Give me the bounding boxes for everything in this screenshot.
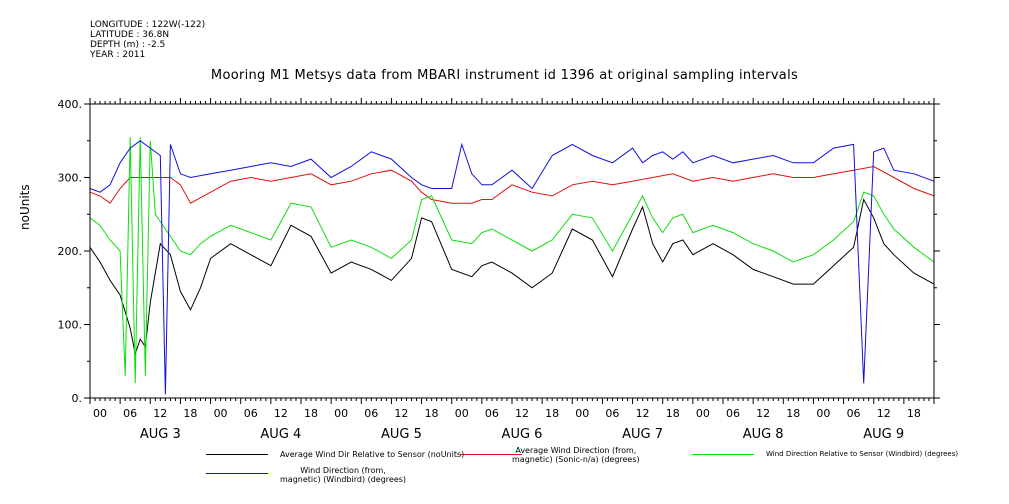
y-tick-label: 0. (72, 392, 83, 405)
x-hour-label: 00 (575, 407, 589, 420)
depth-text: DEPTH (m) : -2.5 (90, 40, 166, 50)
x-hour-label: 12 (394, 407, 408, 420)
y-tick-label: 100. (58, 319, 83, 332)
x-hour-label: 18 (786, 407, 800, 420)
legend-swatch-black (206, 454, 268, 455)
legend-text-4b: magnetic) (Windbird) (degrees) (280, 475, 407, 484)
x-day-label: AUG 5 (381, 427, 422, 442)
x-hour-label: 06 (726, 407, 740, 420)
legend-item-windbird-direction: Wind Direction (from, magnetic) (Windbir… (280, 466, 406, 484)
x-day-label: AUG 3 (140, 427, 181, 442)
x-hour-label: 18 (304, 407, 318, 420)
x-day-label: AUG 4 (260, 427, 301, 442)
series-line-4 (89, 140, 935, 395)
x-hour-label: 18 (183, 407, 197, 420)
y-tick-label: 300. (58, 172, 83, 185)
x-hour-label: 06 (605, 407, 619, 420)
x-hour-label: 12 (756, 407, 770, 420)
legend-text-4a: Wind Direction (from, (300, 466, 386, 475)
legend-text-2b: magnetic) (Sonic-n/a) (degrees) (512, 455, 640, 464)
legend-text-1: Average Wind Dir Relative to Sensor (noU… (280, 450, 465, 459)
x-day-label: AUG 7 (622, 427, 663, 442)
x-hour-label: 00 (214, 407, 228, 420)
series-line-1 (89, 198, 935, 356)
x-hour-label: 06 (847, 407, 861, 420)
x-hour-label: 00 (455, 407, 469, 420)
chart-title: Mooring M1 Metsys data from MBARI instru… (210, 68, 799, 83)
x-hour-label: 12 (153, 407, 167, 420)
x-hour-label: 06 (364, 407, 378, 420)
y-tick-label: 200. (58, 245, 83, 258)
legend-item-windbird-relative: Wind Direction Relative to Sensor (Windb… (766, 450, 958, 459)
x-hour-label: 00 (816, 407, 830, 420)
x-hour-label: 00 (696, 407, 710, 420)
y-tick-label: 400. (58, 98, 83, 111)
series-line-2 (89, 165, 935, 204)
metadata-block: LONGITUDE : 122W(-122) LATITUDE : 36.8N … (90, 20, 205, 60)
legend-text-2a: Average Wind Direction (from, (515, 446, 637, 455)
legend-item-sonic: Average Wind Direction (from, magnetic) … (512, 446, 640, 464)
x-day-label: AUG 8 (743, 427, 784, 442)
x-hour-label: 18 (425, 407, 439, 420)
plot-frame (89, 103, 935, 399)
longitude-text: LONGITUDE : 122W(-122) (90, 20, 206, 30)
x-hour-label: 18 (907, 407, 921, 420)
x-hour-label: 06 (485, 407, 499, 420)
x-hour-label: 00 (334, 407, 348, 420)
latitude-text: LATITUDE : 36.8N (90, 30, 170, 40)
x-hour-label: 18 (666, 407, 680, 420)
legend-item-relative-noUnits: Average Wind Dir Relative to Sensor (noU… (280, 450, 464, 459)
legend-text-3: Wind Direction Relative to Sensor (Windb… (766, 450, 959, 458)
x-hour-label: 12 (636, 407, 650, 420)
x-hour-label: 00 (93, 407, 107, 420)
legend-swatch-red (460, 454, 522, 455)
x-hour-label: 12 (515, 407, 529, 420)
x-hour-label: 06 (123, 407, 137, 420)
x-hour-label: 12 (274, 407, 288, 420)
x-hour-label: 12 (877, 407, 891, 420)
x-day-label: AUG 6 (502, 427, 543, 442)
x-hour-label: 06 (244, 407, 258, 420)
x-day-label: AUG 9 (863, 427, 904, 442)
year-text: YEAR : 2011 (90, 50, 146, 60)
legend-swatch-blue (206, 473, 268, 474)
legend-swatch-green (692, 454, 754, 455)
x-hour-label: 18 (545, 407, 559, 420)
series-line-3 (89, 137, 935, 384)
